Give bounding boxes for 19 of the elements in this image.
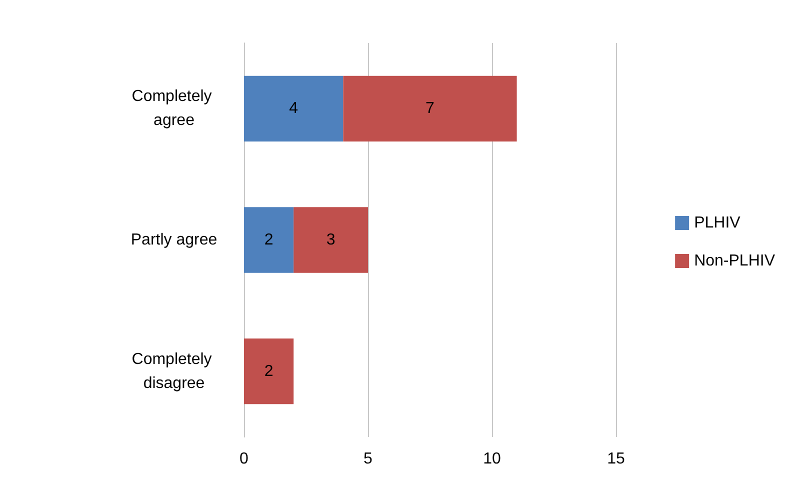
data-label: 2 — [264, 362, 274, 380]
x-tick-label: 15 — [607, 450, 625, 468]
y-tick-label: Completely disagree — [132, 350, 216, 392]
data-label: 4 — [289, 100, 298, 118]
bar — [343, 76, 517, 142]
x-tick-label: 5 — [364, 450, 373, 468]
data-label: 7 — [426, 100, 435, 118]
y-tick-label: Completely agree — [132, 88, 216, 130]
bar — [244, 338, 294, 404]
bar — [244, 207, 294, 273]
x-tick-label: 10 — [483, 450, 501, 468]
data-label: 2 — [264, 232, 274, 248]
bar — [294, 207, 368, 273]
legend-label: PLHIV — [694, 214, 741, 232]
x-tick-label: 0 — [240, 450, 249, 468]
bar — [244, 76, 344, 142]
y-tick-label: Partly agree — [130, 232, 218, 248]
data-label: 3 — [326, 232, 336, 248]
legend-label: Non-PLHIV — [694, 252, 776, 270]
